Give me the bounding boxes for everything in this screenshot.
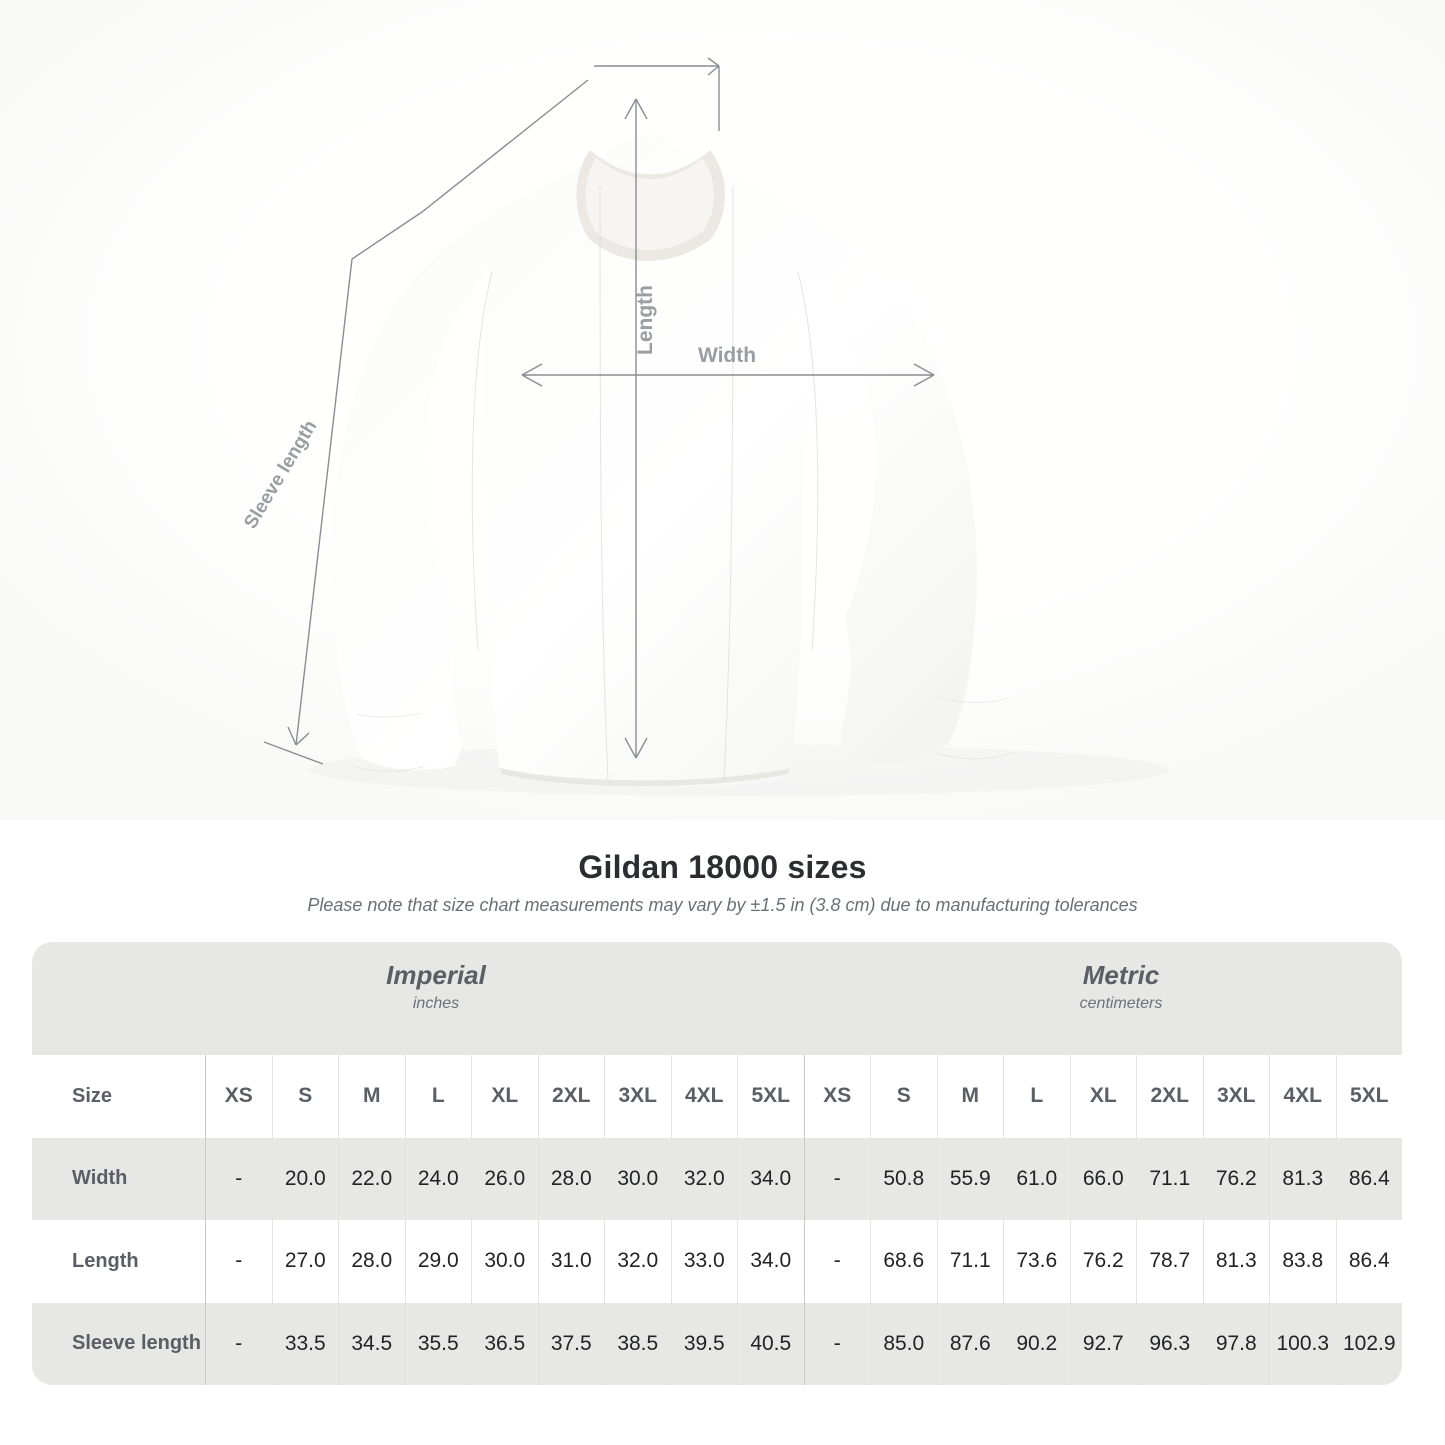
svg-text:Length: Length [634, 285, 657, 355]
svg-text:Width: Width [698, 344, 756, 367]
